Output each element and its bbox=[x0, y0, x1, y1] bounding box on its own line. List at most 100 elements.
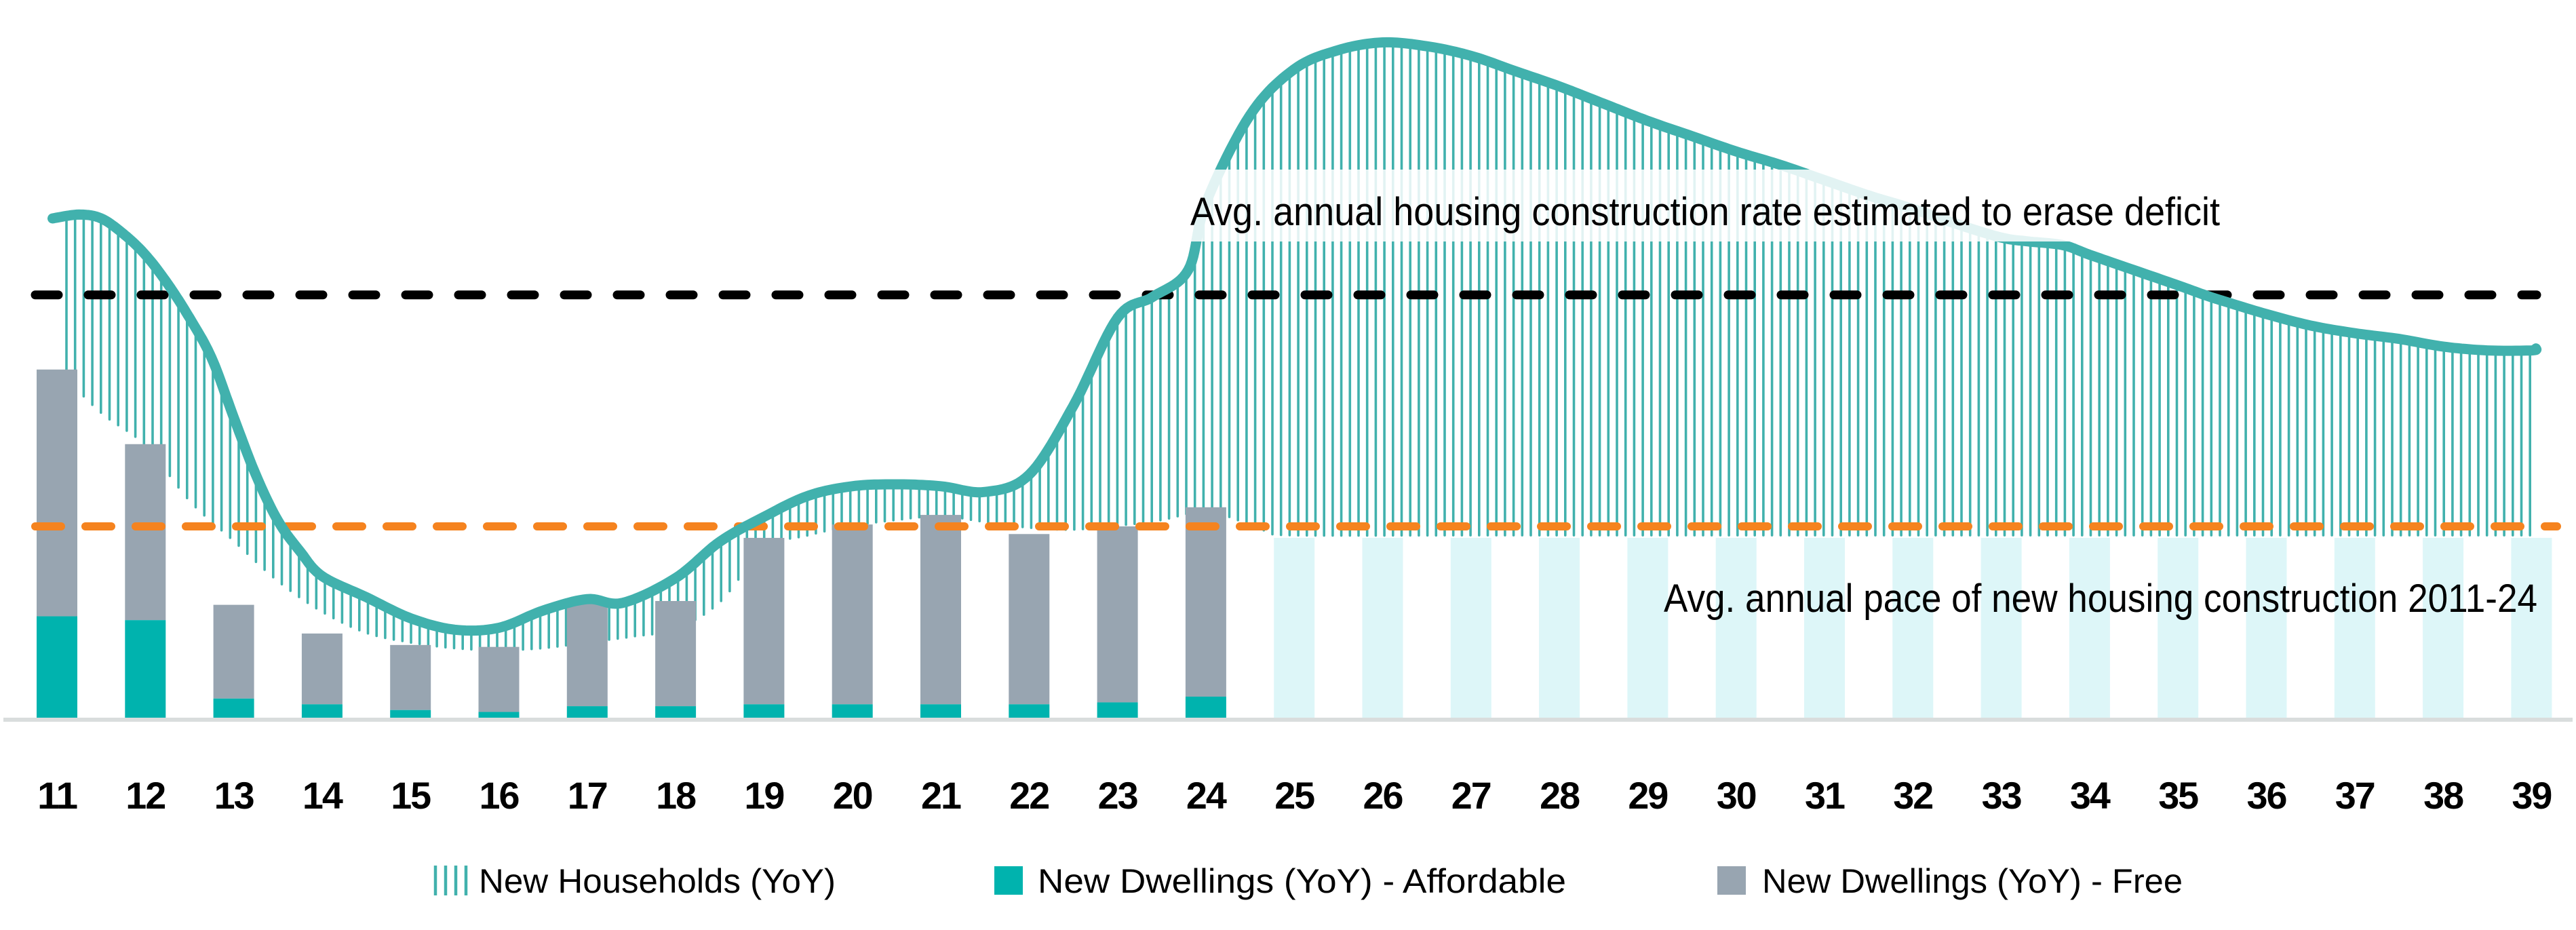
bar-affordable-segment bbox=[478, 712, 520, 718]
bar-affordable-segment bbox=[566, 706, 608, 718]
bar-free-segment bbox=[1185, 507, 1226, 697]
future-bar-32 bbox=[1892, 537, 1934, 718]
x-label-23: 23 bbox=[1098, 774, 1138, 817]
bar-affordable-segment bbox=[920, 704, 961, 718]
bar-free-segment bbox=[920, 515, 961, 705]
future-bar-31 bbox=[1804, 537, 1845, 718]
future-bar-33 bbox=[1980, 537, 2022, 718]
x-label-19: 19 bbox=[744, 774, 784, 817]
x-label-37: 37 bbox=[2335, 774, 2375, 817]
stacked-bar-21 bbox=[920, 515, 961, 718]
bar-affordable-segment bbox=[301, 704, 343, 718]
bar-affordable-segment bbox=[213, 698, 254, 718]
x-label-35: 35 bbox=[2158, 774, 2198, 817]
bar-free-segment bbox=[37, 369, 77, 617]
bar-free-segment bbox=[1097, 526, 1138, 703]
x-label-39: 39 bbox=[2512, 774, 2552, 817]
bar-free-segment bbox=[655, 600, 697, 707]
x-label-20: 20 bbox=[833, 774, 872, 817]
bar-free-segment bbox=[566, 602, 608, 707]
future-bar-34 bbox=[2069, 537, 2110, 718]
annotation-deficit-rate: Avg. annual housing construction rate es… bbox=[1190, 190, 2220, 234]
x-label-25: 25 bbox=[1274, 774, 1314, 817]
stacked-bar-13 bbox=[213, 604, 254, 718]
bar-affordable-segment bbox=[37, 616, 77, 718]
future-construction-bars bbox=[1274, 537, 2552, 718]
x-label-17: 17 bbox=[568, 774, 607, 817]
future-bar-28 bbox=[1539, 537, 1580, 718]
bar-affordable-segment bbox=[655, 706, 697, 718]
households-deficit-hatch-area bbox=[65, 43, 2531, 652]
x-label-30: 30 bbox=[1717, 774, 1756, 817]
x-label-22: 22 bbox=[1009, 774, 1049, 817]
x-label-29: 29 bbox=[1628, 774, 1668, 817]
bar-free-segment bbox=[478, 646, 520, 712]
stacked-bar-11 bbox=[37, 369, 77, 718]
x-label-34: 34 bbox=[2070, 774, 2111, 817]
bar-free-segment bbox=[1009, 534, 1050, 705]
x-label-33: 33 bbox=[1982, 774, 2022, 817]
x-label-12: 12 bbox=[125, 774, 165, 817]
x-label-18: 18 bbox=[656, 774, 696, 817]
stacked-bar-19 bbox=[743, 537, 785, 718]
dwellings-stacked-bars bbox=[37, 369, 1226, 718]
bar-affordable-segment bbox=[832, 704, 873, 718]
bar-free-segment bbox=[213, 604, 254, 699]
legend-swatch-affordable-icon bbox=[994, 866, 1023, 895]
future-bar-38 bbox=[2423, 537, 2464, 718]
bar-free-segment bbox=[301, 633, 343, 705]
annotation-backing-band bbox=[1180, 170, 2238, 241]
bar-affordable-segment bbox=[1185, 696, 1226, 718]
future-bar-25 bbox=[1274, 537, 1315, 718]
annotation-avg-pace: Avg. annual pace of new housing construc… bbox=[1664, 577, 2537, 621]
x-label-11: 11 bbox=[37, 774, 77, 817]
legend-label-households: New Households (YoY) bbox=[479, 862, 836, 900]
legend-swatch-households-hatch-icon bbox=[433, 866, 468, 895]
future-bar-27 bbox=[1450, 537, 1491, 718]
x-label-28: 28 bbox=[1540, 774, 1580, 817]
bar-affordable-segment bbox=[743, 704, 785, 718]
bar-affordable-segment bbox=[125, 620, 166, 718]
future-bar-37 bbox=[2334, 537, 2375, 718]
bar-free-segment bbox=[743, 537, 785, 705]
x-label-32: 32 bbox=[1893, 774, 1932, 817]
stacked-bar-20 bbox=[832, 524, 873, 718]
bar-affordable-segment bbox=[1097, 702, 1138, 718]
stacked-bar-15 bbox=[390, 644, 431, 718]
future-bar-36 bbox=[2246, 537, 2287, 718]
stacked-bar-17 bbox=[566, 602, 608, 718]
future-bar-29 bbox=[1627, 537, 1668, 718]
x-label-31: 31 bbox=[1805, 774, 1845, 817]
stacked-bar-18 bbox=[655, 600, 697, 718]
stacked-bar-24 bbox=[1185, 507, 1226, 718]
legend-swatch-free-icon bbox=[1717, 866, 1746, 895]
stacked-bar-12 bbox=[125, 444, 166, 718]
x-label-14: 14 bbox=[303, 774, 343, 817]
bar-affordable-segment bbox=[390, 710, 431, 718]
stacked-bar-22 bbox=[1009, 534, 1050, 718]
bar-free-segment bbox=[390, 644, 431, 710]
x-label-21: 21 bbox=[921, 774, 961, 817]
x-label-27: 27 bbox=[1451, 774, 1491, 817]
x-label-24: 24 bbox=[1186, 774, 1227, 817]
future-bar-26 bbox=[1362, 537, 1403, 718]
future-bar-35 bbox=[2158, 537, 2199, 718]
stacked-bar-14 bbox=[301, 633, 343, 718]
bar-affordable-segment bbox=[1009, 704, 1050, 718]
legend-label-affordable: New Dwellings (YoY) - Affordable bbox=[1038, 862, 1566, 900]
future-bar-39 bbox=[2511, 537, 2552, 718]
bar-free-segment bbox=[832, 524, 873, 705]
stacked-bar-23 bbox=[1097, 526, 1138, 718]
future-bar-30 bbox=[1715, 537, 1757, 718]
x-label-15: 15 bbox=[391, 774, 431, 817]
x-label-26: 26 bbox=[1363, 774, 1403, 817]
x-label-36: 36 bbox=[2247, 774, 2287, 817]
legend-label-free: New Dwellings (YoY) - Free bbox=[1762, 862, 2183, 900]
bar-free-segment bbox=[125, 444, 166, 621]
chart-legend: New Households (YoY) New Dwellings (YoY)… bbox=[433, 862, 2183, 900]
x-label-38: 38 bbox=[2423, 774, 2463, 817]
x-label-16: 16 bbox=[480, 774, 520, 817]
x-label-13: 13 bbox=[214, 774, 254, 817]
